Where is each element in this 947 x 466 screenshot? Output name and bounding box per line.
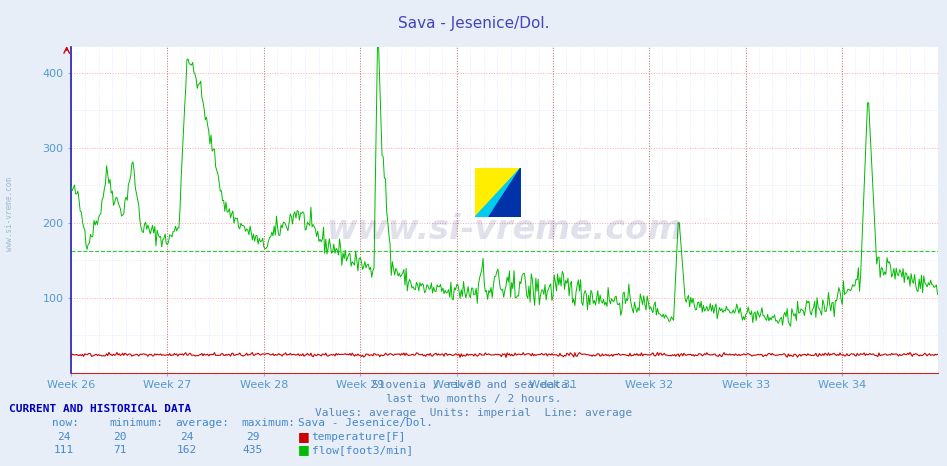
Text: minimum:: minimum: (109, 418, 163, 428)
Polygon shape (475, 168, 521, 217)
Text: Sava - Jesenice/Dol.: Sava - Jesenice/Dol. (298, 418, 434, 428)
Text: 20: 20 (114, 432, 127, 442)
Text: 24: 24 (180, 432, 193, 442)
Text: CURRENT AND HISTORICAL DATA: CURRENT AND HISTORICAL DATA (9, 404, 191, 414)
Text: temperature[F]: temperature[F] (312, 432, 406, 442)
Text: last two months / 2 hours.: last two months / 2 hours. (385, 394, 562, 404)
Text: flow[foot3/min]: flow[foot3/min] (312, 445, 413, 455)
Text: now:: now: (52, 418, 80, 428)
Polygon shape (489, 168, 521, 217)
Text: www.si-vreme.com: www.si-vreme.com (5, 178, 14, 251)
Text: average:: average: (175, 418, 229, 428)
Text: ■: ■ (298, 431, 310, 443)
Text: ■: ■ (298, 444, 310, 456)
Text: www.si-vreme.com: www.si-vreme.com (326, 213, 683, 246)
Polygon shape (475, 168, 521, 217)
Text: 24: 24 (57, 432, 70, 442)
Text: Slovenia / river and sea data.: Slovenia / river and sea data. (372, 380, 575, 390)
Text: Sava - Jesenice/Dol.: Sava - Jesenice/Dol. (398, 16, 549, 31)
Text: maximum:: maximum: (241, 418, 295, 428)
Text: 162: 162 (176, 445, 197, 455)
Text: 71: 71 (114, 445, 127, 455)
Text: 29: 29 (246, 432, 259, 442)
Text: 111: 111 (53, 445, 74, 455)
Text: Values: average  Units: imperial  Line: average: Values: average Units: imperial Line: av… (314, 408, 633, 418)
Text: 435: 435 (242, 445, 263, 455)
